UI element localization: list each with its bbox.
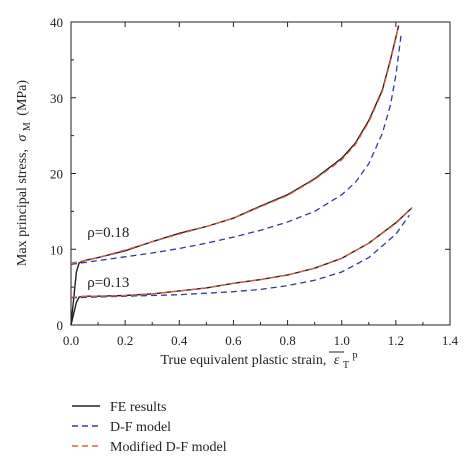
x-axis-title: True equivalent plastic strain, ε T p	[160, 350, 357, 372]
y-tick-label: 30	[50, 91, 63, 106]
x-tick-label: 0.0	[63, 333, 79, 348]
x-tick-label: 1.4	[442, 333, 459, 348]
legend-label: FE results	[110, 400, 166, 415]
series-layer	[70, 24, 413, 326]
curve-annotation: ρ=0.18	[87, 225, 129, 241]
x-tick-label: 1.2	[388, 333, 404, 348]
y-axis-units: (MPa)	[15, 80, 30, 116]
series-line	[70, 33, 402, 266]
y-tick-label: 0	[57, 318, 64, 333]
axis-ticks: 0.0 0.2 0.4 0.6 0.8 1.0 1.2 1.4 0 10 20 30 40	[50, 15, 459, 348]
x-tick-label: 1.0	[334, 333, 350, 348]
legend: FE results D-F model Modified D-F model	[72, 400, 227, 455]
x-axis-subscript: T	[343, 360, 349, 371]
y-axis-title: Max principal stress, σ M (MPa)	[15, 80, 34, 266]
y-axis-label: Max principal stress,	[15, 149, 30, 266]
x-axis-symbol: ε	[334, 353, 340, 368]
x-tick-label: 0.8	[279, 333, 295, 348]
x-axis-superscript: p	[353, 350, 358, 361]
legend-label: Modified D-F model	[110, 440, 227, 455]
series-line	[71, 207, 413, 298]
x-tick-label: 0.2	[117, 333, 133, 348]
x-tick-label: 0.4	[171, 333, 188, 348]
y-axis-symbol: σ	[15, 134, 30, 142]
legend-label: D-F model	[110, 420, 171, 435]
series-line	[70, 24, 400, 264]
y-tick-label: 10	[50, 242, 63, 257]
annotations: ρ=0.18 ρ=0.13	[87, 225, 129, 291]
curve-annotation: ρ=0.13	[87, 275, 129, 291]
x-axis-label: True equivalent plastic strain,	[160, 353, 326, 368]
x-tick-label: 0.6	[225, 333, 242, 348]
y-tick-label: 20	[50, 167, 63, 182]
y-tick-label: 40	[50, 15, 63, 30]
y-axis-subscript: M	[22, 122, 33, 131]
